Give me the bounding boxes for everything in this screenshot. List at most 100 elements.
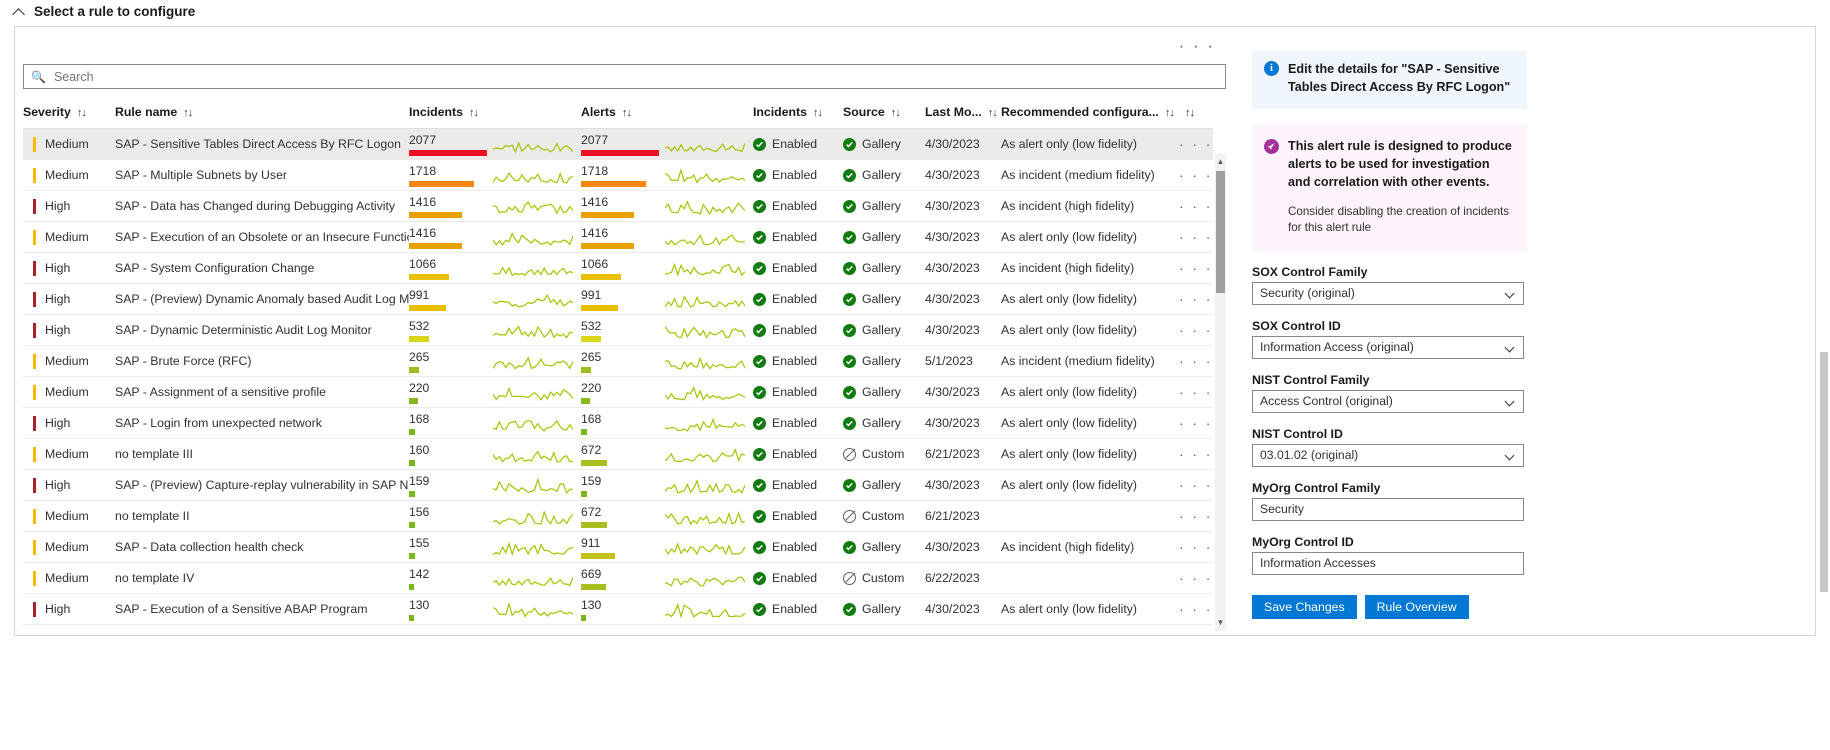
cell-row-actions[interactable]: · · ·	[1179, 159, 1213, 191]
cell-row-actions[interactable]: · · ·	[1179, 252, 1213, 284]
table-row[interactable]: High SAP - Dynamic Deterministic Audit Lo…	[23, 314, 1213, 346]
select-field-1[interactable]: Information Access (original)	[1252, 335, 1524, 359]
cell-rule-name[interactable]: SAP - (Preview) Dynamic Anomaly based Au…	[115, 283, 409, 315]
cell-row-actions[interactable]: · · ·	[1179, 128, 1213, 160]
scroll-up-arrow[interactable]: ▲	[1216, 157, 1225, 166]
chevron-down-icon[interactable]	[1506, 451, 1515, 460]
table-row[interactable]: Medium SAP - Multiple Subnets by User 1718…	[23, 159, 1213, 191]
column-header-rule_name[interactable]: Rule name ↑↓	[115, 97, 409, 129]
chevron-up-icon[interactable]	[14, 6, 26, 18]
scrollbar-thumb[interactable]	[1216, 171, 1225, 293]
cell-row-actions[interactable]: · · ·	[1179, 283, 1213, 315]
cell-rule-name[interactable]: SAP - Data collection health check	[115, 531, 409, 563]
row-overflow-menu[interactable]: · · ·	[1179, 570, 1213, 586]
column-header-alerts_count[interactable]: Alerts ↑↓	[581, 97, 665, 129]
cell-rule-name[interactable]: no template IV	[115, 562, 409, 594]
sort-arrows-icon[interactable]: ↑↓	[183, 107, 193, 119]
cell-row-actions[interactable]: · · ·	[1179, 593, 1213, 625]
cell-row-actions[interactable]: · · ·	[1179, 314, 1213, 346]
table-row[interactable]: High SAP - Execution of a Sensitive ABAP …	[23, 593, 1213, 625]
cell-rule-name[interactable]: SAP - Multiple Subnets by User	[115, 159, 409, 191]
sort-arrows-icon[interactable]: ↑↓	[812, 107, 823, 119]
cell-rule-name[interactable]: SAP - Assignment of a sensitive profile	[115, 376, 409, 408]
scroll-down-arrow[interactable]: ▼	[1216, 618, 1225, 627]
row-overflow-menu[interactable]: · · ·	[1179, 167, 1213, 183]
table-row[interactable]: Medium SAP - Sensitive Tables Direct Acce…	[23, 128, 1213, 160]
search-box[interactable]: 🔍	[23, 64, 1226, 89]
column-header-actions[interactable]: ↑↓	[1179, 97, 1213, 129]
table-row[interactable]: High SAP - System Configuration Change 106…	[23, 252, 1213, 284]
cell-rule-name[interactable]: SAP - Brute Force (RFC)	[115, 345, 409, 377]
row-overflow-menu[interactable]: · · ·	[1179, 260, 1213, 276]
sort-arrows-icon[interactable]: ↑↓	[987, 107, 998, 119]
row-overflow-menu[interactable]: · · ·	[1179, 353, 1213, 369]
row-overflow-menu[interactable]: · · ·	[1179, 198, 1213, 214]
cell-rule-name[interactable]: SAP - Login from unexpected network	[115, 407, 409, 439]
page-scrollbar[interactable]	[1817, 0, 1830, 750]
table-row[interactable]: Medium no template IV 142 669 Enabled Custom 6…	[23, 562, 1213, 594]
cell-row-actions[interactable]: · · ·	[1179, 562, 1213, 594]
page-scrollbar-thumb[interactable]	[1820, 352, 1828, 592]
rule-overview-button[interactable]: Rule Overview	[1364, 594, 1469, 619]
row-overflow-menu[interactable]: · · ·	[1179, 539, 1213, 555]
select-field-0[interactable]: Security (original)	[1252, 281, 1524, 305]
select-field-3[interactable]: 03.01.02 (original)	[1252, 443, 1524, 467]
save-changes-button[interactable]: Save Changes	[1252, 594, 1357, 619]
cell-rule-name[interactable]: SAP - (Preview) Capture-replay vulnerabi…	[115, 469, 409, 501]
row-overflow-menu[interactable]: · · ·	[1179, 446, 1213, 462]
sort-arrows-icon[interactable]: ↑↓	[76, 107, 87, 119]
column-header-recommended_config[interactable]: Recommended configura... ↑↓	[1001, 97, 1179, 129]
cell-rule-name[interactable]: SAP - Execution of a Sensitive ABAP Prog…	[115, 593, 409, 625]
text-field-5[interactable]: Information Accesses	[1252, 551, 1524, 575]
column-header-last_modified[interactable]: Last Mo... ↑↓	[925, 97, 1001, 129]
row-overflow-menu[interactable]: · · ·	[1179, 322, 1213, 338]
chevron-down-icon[interactable]	[1506, 289, 1515, 298]
cell-rule-name[interactable]: SAP - Data has Changed during Debugging …	[115, 190, 409, 222]
section-header[interactable]: Select a rule to configure	[14, 4, 195, 19]
text-field-4[interactable]: Security	[1252, 497, 1524, 521]
sort-arrows-icon[interactable]: ↑↓	[1164, 107, 1175, 119]
column-header-incidents_state[interactable]: Incidents ↑↓	[753, 97, 843, 129]
table-row[interactable]: Medium SAP - Assignment of a sensitive pr…	[23, 376, 1213, 408]
row-overflow-menu[interactable]: · · ·	[1179, 229, 1213, 245]
cell-rule-name[interactable]: SAP - Execution of an Obsolete or an Ins…	[115, 221, 409, 253]
table-row[interactable]: High SAP - Data has Changed during Debugg…	[23, 190, 1213, 222]
table-row[interactable]: Medium SAP - Data collection health check…	[23, 531, 1213, 563]
cell-row-actions[interactable]: · · ·	[1179, 376, 1213, 408]
table-row[interactable]: High SAP - Login from unexpected network 1…	[23, 407, 1213, 439]
row-overflow-menu[interactable]: · · ·	[1179, 601, 1213, 617]
sort-arrows-icon[interactable]: ↑↓	[1185, 107, 1195, 119]
cell-rule-name[interactable]: SAP - Sensitive Tables Direct Access By …	[115, 128, 409, 160]
cell-row-actions[interactable]: · · ·	[1179, 190, 1213, 222]
table-row[interactable]: High SAP - (Preview) Dynamic Anomaly base…	[23, 283, 1213, 315]
select-field-2[interactable]: Access Control (original)	[1252, 389, 1524, 413]
row-overflow-menu[interactable]: · · ·	[1179, 508, 1213, 524]
cell-row-actions[interactable]: · · ·	[1179, 221, 1213, 253]
cell-row-actions[interactable]: · · ·	[1179, 345, 1213, 377]
chevron-down-icon[interactable]	[1506, 397, 1515, 406]
row-overflow-menu[interactable]: · · ·	[1179, 415, 1213, 431]
search-input[interactable]	[51, 68, 1218, 85]
column-header-severity[interactable]: Severity ↑↓	[23, 97, 115, 129]
row-overflow-menu[interactable]: · · ·	[1179, 384, 1213, 400]
cell-row-actions[interactable]: · · ·	[1179, 438, 1213, 470]
cell-row-actions[interactable]: · · ·	[1179, 531, 1213, 563]
table-row[interactable]: Medium SAP - Execution of an Obsolete or …	[23, 221, 1213, 253]
card-overflow-menu[interactable]: · · ·	[1178, 36, 1215, 55]
cell-row-actions[interactable]: · · ·	[1179, 407, 1213, 439]
row-overflow-menu[interactable]: · · ·	[1179, 477, 1213, 493]
cell-row-actions[interactable]: · · ·	[1179, 500, 1213, 532]
row-overflow-menu[interactable]: · · ·	[1179, 136, 1213, 152]
table-row[interactable]: Medium SAP - Brute Force (RFC) 265 265 Enabl…	[23, 345, 1213, 377]
sort-arrows-icon[interactable]: ↑↓	[890, 107, 901, 119]
cell-rule-name[interactable]: SAP - Dynamic Deterministic Audit Log Mo…	[115, 314, 409, 346]
table-row[interactable]: High SAP - (Preview) Capture-replay vulne…	[23, 469, 1213, 501]
cell-rule-name[interactable]: SAP - System Configuration Change	[115, 252, 409, 284]
table-row[interactable]: Medium no template II 156 672 Enabled Custom 6…	[23, 500, 1213, 532]
cell-row-actions[interactable]: · · ·	[1179, 469, 1213, 501]
sort-arrows-icon[interactable]: ↑↓	[468, 107, 479, 119]
cell-rule-name[interactable]: no template II	[115, 500, 409, 532]
cell-rule-name[interactable]: no template III	[115, 438, 409, 470]
column-header-source[interactable]: Source ↑↓	[843, 97, 925, 129]
sort-arrows-icon[interactable]: ↑↓	[621, 107, 632, 119]
